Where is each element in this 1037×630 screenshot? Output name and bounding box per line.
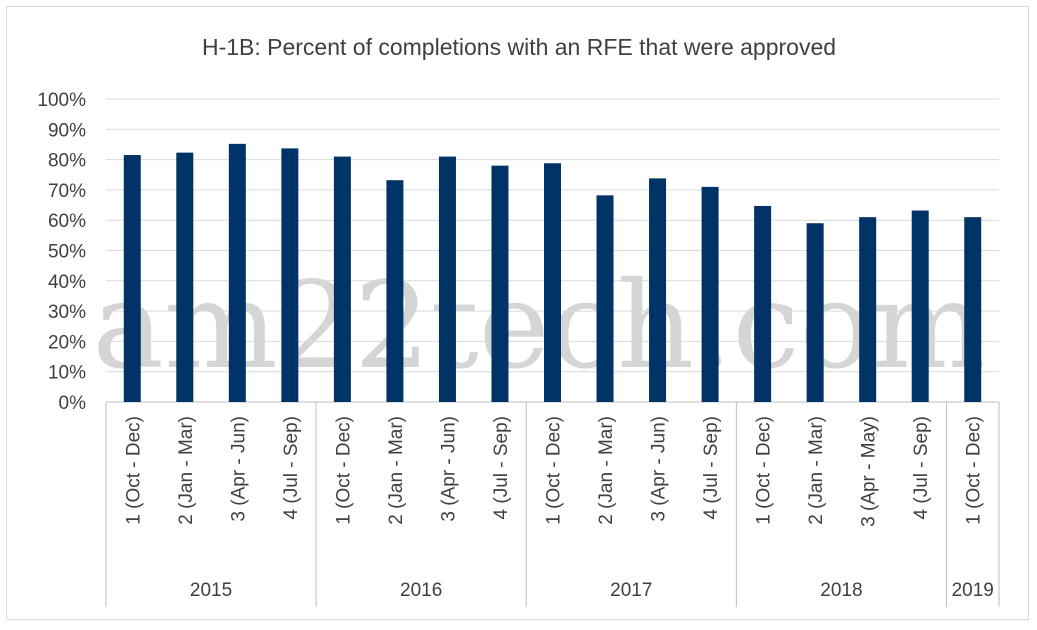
bar (806, 223, 824, 402)
y-tick-label: 40% (48, 272, 86, 293)
year-group-label: 2018 (820, 580, 862, 601)
y-tick-label: 50% (48, 242, 86, 263)
bar (228, 143, 246, 402)
x-tick-label: 1 (Oct - Dec) (123, 416, 144, 525)
y-tick-label: 80% (48, 151, 86, 172)
bar (386, 180, 404, 402)
y-tick-label: 10% (48, 363, 86, 384)
bar (701, 186, 719, 402)
bar (754, 205, 772, 402)
bar (964, 217, 982, 402)
y-tick-label: 60% (48, 211, 86, 232)
bar (649, 178, 667, 402)
y-tick-label: 0% (59, 393, 87, 414)
x-tick-label: 2 (Jan - Mar) (596, 416, 617, 525)
y-tick-label: 30% (48, 302, 86, 323)
x-tick-label: 1 (Oct - Dec) (754, 416, 775, 525)
chart-title: H-1B: Percent of completions with an RFE… (202, 34, 836, 60)
bar (911, 210, 929, 402)
x-tick-label: 4 (Jul - Sep) (281, 416, 302, 519)
year-group-label: 2015 (190, 580, 232, 601)
x-tick-label: 2 (Jan - Mar) (176, 416, 197, 525)
x-tick-label: 1 (Oct - Dec) (964, 416, 985, 525)
x-tick-label: 4 (Jul - Sep) (701, 416, 722, 519)
bar (176, 152, 194, 402)
year-group-label: 2016 (400, 580, 442, 601)
chart-frame: am22tech.com 0% 10% 20% 30% 40% 50% 60% 70% 80% 9… (6, 6, 1029, 620)
bar (544, 163, 561, 402)
y-tick-label: 70% (48, 181, 86, 202)
bar (281, 148, 299, 402)
year-group-label: 2019 (952, 580, 994, 601)
y-tick-label: 90% (48, 120, 86, 141)
y-tick-label: 20% (48, 332, 86, 353)
x-tick-label: 1 (Oct - Dec) (333, 416, 354, 525)
x-tick-label: 3 (Apr - May) (859, 416, 880, 527)
bar (438, 156, 456, 402)
bar (596, 195, 614, 402)
x-tick-label: 3 (Apr - Jun) (438, 416, 459, 522)
x-tick-label: 1 (Oct - Dec) (544, 416, 565, 525)
x-tick-label: 3 (Apr - Jun) (649, 416, 670, 522)
bar (333, 156, 351, 402)
y-tick-label: 100% (37, 90, 86, 111)
bar (859, 217, 877, 402)
x-tick-label: 4 (Jul - Sep) (911, 416, 932, 519)
x-tick-label: 2 (Jan - Mar) (806, 416, 827, 525)
x-tick-label: 3 (Apr - Jun) (228, 416, 249, 522)
x-tick-label: 2 (Jan - Mar) (386, 416, 407, 525)
bar (123, 155, 141, 402)
x-tick-label: 4 (Jul - Sep) (491, 416, 512, 519)
bar (491, 165, 509, 402)
year-group-label: 2017 (610, 580, 652, 601)
bar-chart: am22tech.com 0% 10% 20% 30% 40% 50% 60% 70% 80% 9… (37, 34, 1000, 607)
watermark: am22tech.com (92, 257, 985, 396)
